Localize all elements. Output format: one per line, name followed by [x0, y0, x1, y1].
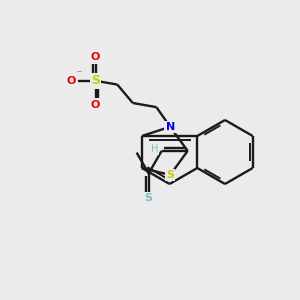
- Text: H: H: [151, 144, 158, 154]
- Text: S: S: [166, 170, 174, 180]
- Text: S: S: [91, 74, 100, 87]
- Text: O: O: [91, 52, 100, 62]
- Text: S: S: [145, 194, 153, 203]
- Text: O: O: [91, 100, 100, 110]
- Text: O: O: [67, 76, 76, 86]
- Text: ⁻: ⁻: [76, 69, 81, 79]
- Text: N: N: [166, 122, 175, 132]
